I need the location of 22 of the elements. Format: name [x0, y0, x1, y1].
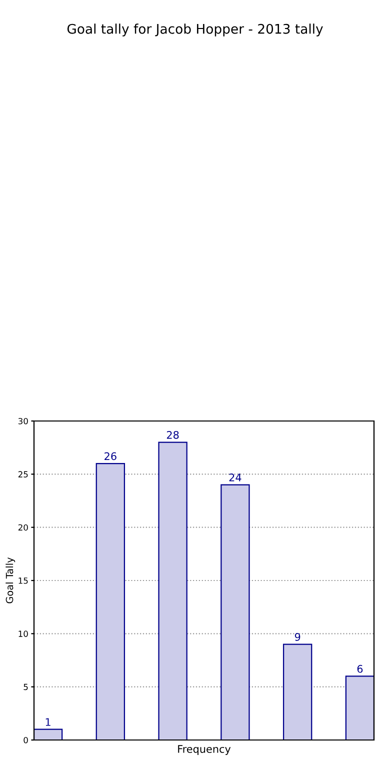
- bar: [220, 484, 250, 740]
- data-label: 26: [104, 452, 116, 460]
- data-label: 24: [229, 474, 242, 482]
- bar: [345, 676, 374, 740]
- y-tick-label: 15: [18, 578, 28, 584]
- y-tick-label: 5: [24, 684, 28, 690]
- y-tick-label: 30: [18, 418, 28, 424]
- bar: [34, 728, 63, 740]
- bar: [282, 644, 312, 740]
- y-tick-label: 10: [18, 630, 28, 637]
- bar: [96, 462, 126, 740]
- data-label: 9: [294, 633, 300, 641]
- chart-title: Goal tally for Jacob Hopper - 2013 tally: [67, 24, 323, 36]
- x-axis-title: Frequency: [178, 745, 231, 755]
- y-tick-label: 0: [24, 736, 28, 744]
- data-label: 28: [166, 430, 179, 439]
- data-label: 6: [357, 664, 363, 673]
- y-tick-label: 25: [18, 471, 28, 478]
- y-tick-label: 20: [18, 524, 28, 531]
- bar: [158, 442, 188, 740]
- y-axis-title: Goal Tally: [6, 557, 16, 604]
- data-label: 1: [46, 718, 50, 726]
